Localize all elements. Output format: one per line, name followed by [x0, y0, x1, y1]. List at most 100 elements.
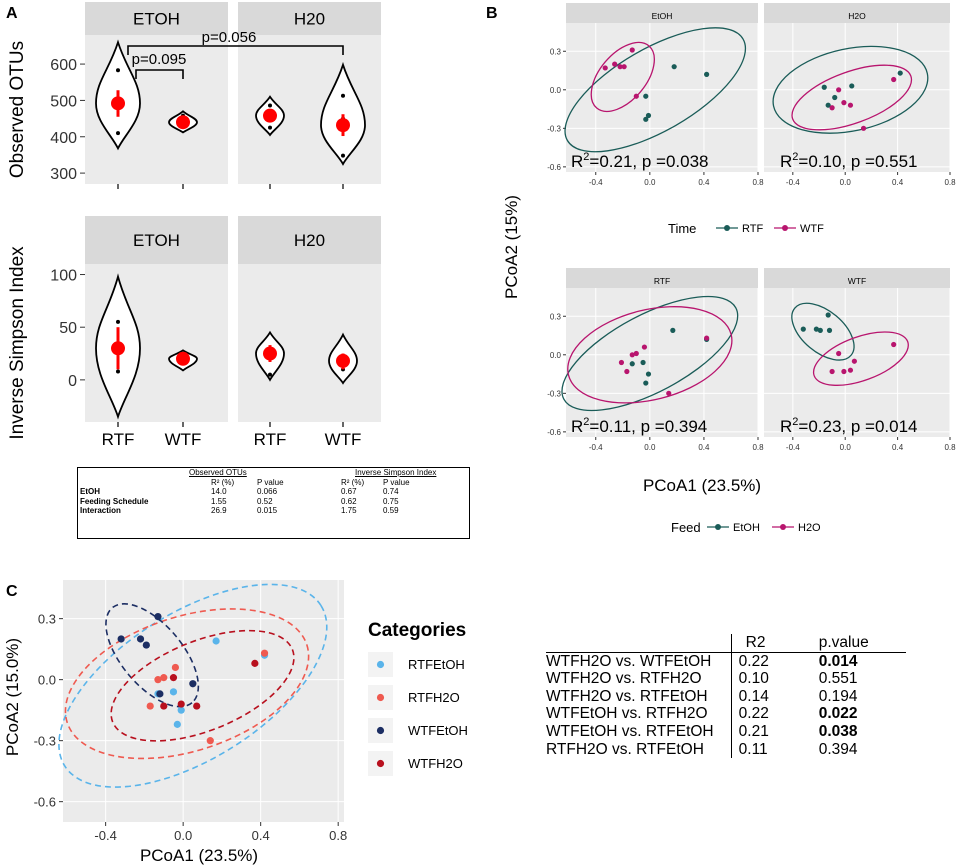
stats-cell: 0.015: [257, 506, 278, 515]
facet-strip: [764, 3, 950, 23]
facet-strip: [764, 268, 950, 288]
table-row: EtOH 14.0 0.066 0.67 0.74: [78, 487, 469, 497]
data-point: [206, 737, 214, 745]
stat-value: =0.23, p =0.014: [798, 417, 917, 436]
y-tick-label: -0.3: [34, 734, 56, 749]
facet-panel: [764, 23, 950, 172]
x-tick-label: RTF: [102, 430, 135, 449]
stats-cell: 0.67: [341, 487, 357, 496]
stats-cell: 14.0: [211, 487, 227, 496]
confidence-ellipse: [561, 295, 739, 412]
cmp-r2: 0.14: [730, 687, 817, 706]
y-tick-label: -0.3: [547, 389, 561, 398]
stat-value: =0.10, p =0.551: [798, 152, 917, 171]
data-point: [825, 102, 831, 108]
legend-wtf-swatch: [782, 225, 788, 231]
data-point: [897, 70, 903, 76]
panel-b-label: B: [486, 5, 498, 22]
x-tick-label: 0.0: [840, 443, 852, 452]
comparison-table: R2 p.value WTFH2O vs. WTFEtOH 0.22 0.014 WT…: [546, 634, 906, 759]
stats-cell: 0.75: [383, 496, 399, 506]
y-tick-label: 0.0: [38, 673, 56, 688]
data-point: [891, 341, 897, 348]
data-point: [117, 635, 125, 643]
data-point: [617, 64, 623, 70]
x-tick-label: -0.4: [786, 178, 800, 187]
stat-text: R2=0.23, p =0.014: [780, 416, 918, 436]
facet-strip: [566, 3, 758, 23]
stats-row-name: EtOH: [80, 487, 100, 496]
legend-wtf-label: WTF: [800, 223, 824, 235]
x-tick-label: 0.0: [644, 178, 656, 187]
data-point: [832, 94, 838, 101]
data-point: [177, 700, 185, 708]
y-tick-label: -0.3: [547, 124, 561, 133]
data-point: [621, 64, 627, 70]
legend-label: WTFH2O: [408, 756, 463, 771]
stats-cell: 0.62: [341, 496, 357, 506]
table-row: WTFH2O vs. WTFEtOH 0.22 0.014: [546, 652, 906, 671]
data-point: [841, 100, 847, 106]
facet-strip-label: EtOH: [652, 11, 673, 21]
stats-col-pb: P value: [383, 477, 410, 487]
cmp-pvalue: 0.014: [818, 652, 858, 670]
data-point: [260, 649, 269, 657]
facet-panel: [566, 23, 758, 172]
data-point: [643, 380, 649, 386]
y-tick-label: 400: [50, 130, 77, 147]
cmp-header-r2: R2: [730, 634, 817, 653]
facet-strip-label: ETOH: [133, 231, 180, 250]
confidence-ellipse: [812, 331, 909, 386]
data-point: [860, 125, 867, 131]
legend-feed-title: Feed: [671, 520, 701, 535]
panel-b-xlabel: PCoA1 (23.5%): [643, 476, 761, 495]
table-row: WTFEtOH vs. RTFEtOH 0.21 0.038: [546, 722, 906, 741]
stats-row-name: Interaction: [80, 506, 121, 515]
data-point: [142, 641, 150, 649]
legend-rtf-label: RTF: [742, 223, 763, 235]
data-point: [154, 613, 162, 621]
legend-swatch: [376, 660, 385, 669]
facet-strip-label: H2O: [848, 11, 866, 21]
data-point: [836, 87, 842, 93]
cmp-comparison: WTFH2O vs. RTFH2O: [546, 670, 702, 688]
data-point: [193, 702, 201, 710]
stats-col-r2: R² (%): [211, 477, 235, 487]
data-point: [160, 702, 168, 710]
data-point: [268, 372, 272, 377]
data-point: [641, 344, 648, 350]
facet-strip-label: WTF: [848, 276, 866, 286]
data-point: [817, 327, 823, 333]
confidence-ellipse: [105, 603, 200, 708]
data-point: [212, 637, 220, 645]
data-point: [704, 71, 710, 77]
data-point: [189, 680, 197, 688]
facet-strip: [85, 216, 228, 264]
x-tick-label: 0.8: [944, 443, 956, 452]
data-point: [629, 352, 635, 358]
x-tick-label: 0.4: [252, 828, 270, 843]
legend-swatch: [376, 693, 385, 702]
x-tick-label: 0.8: [752, 443, 764, 452]
data-point: [116, 319, 120, 324]
stats-cell: 26.9: [211, 506, 227, 515]
x-tick-label: WTF: [325, 430, 362, 449]
data-point: [629, 47, 635, 53]
x-tick-label: 0.8: [329, 828, 347, 843]
x-tick-label: 0.4: [892, 443, 904, 452]
cmp-header-p: p.value: [818, 634, 869, 651]
x-tick-label: 0.4: [892, 178, 904, 187]
x-tick-label: -0.4: [589, 443, 603, 452]
panel-b-ylabel: PCoA2 (15%): [502, 195, 521, 299]
data-point: [268, 125, 272, 130]
x-tick-label: 0.8: [944, 178, 956, 187]
data-point: [670, 327, 676, 333]
data-point: [341, 153, 345, 158]
mean-point: [263, 346, 277, 361]
stats-cell: 0.74: [383, 487, 399, 496]
data-point: [341, 93, 345, 98]
stat-r: R: [780, 152, 792, 171]
facet-strip: [566, 268, 758, 288]
y-tick-label: -0.6: [547, 428, 561, 437]
confidence-ellipse: [110, 629, 295, 742]
